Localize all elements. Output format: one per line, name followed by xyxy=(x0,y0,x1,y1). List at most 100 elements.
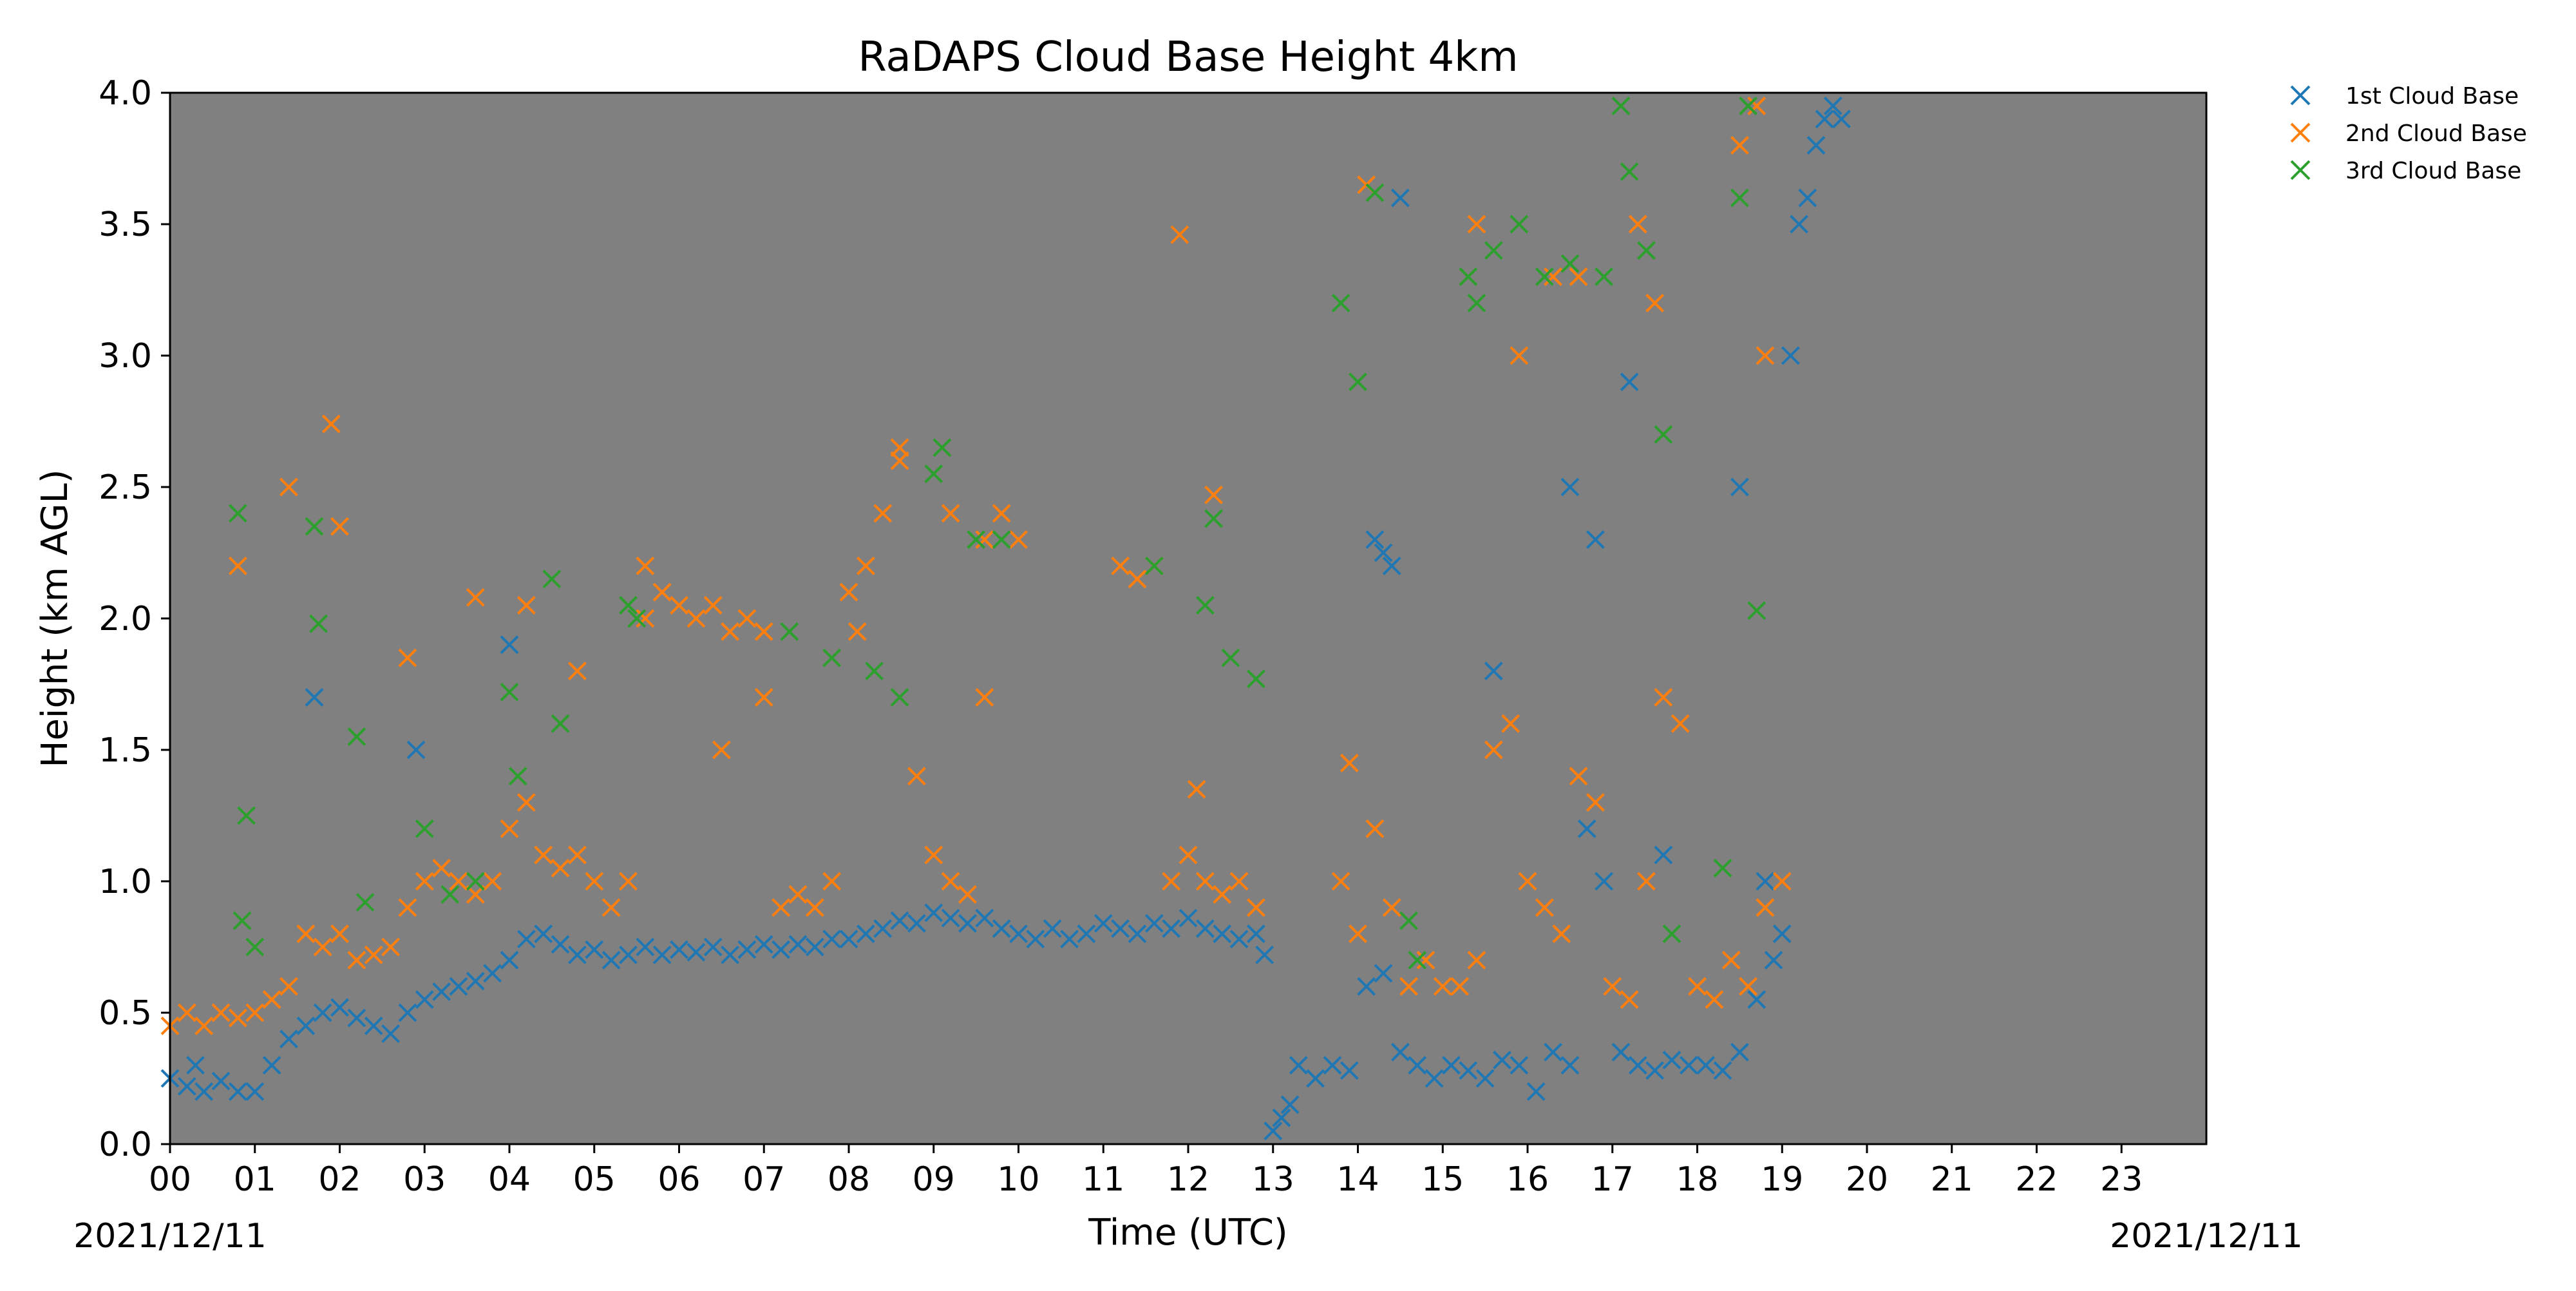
data-point xyxy=(958,885,977,904)
data-point xyxy=(1544,1042,1562,1062)
x-axis-ticks: 00 01 02 03 04 05 06 07 08 09 10 11 12 13 14 15 16 17 18 19… xyxy=(149,1144,2143,1199)
data-point xyxy=(1739,977,1757,996)
legend-marker xyxy=(2290,160,2311,180)
data-point xyxy=(406,740,426,760)
data-point xyxy=(1535,898,1554,917)
data-point xyxy=(1569,267,1588,287)
data-point xyxy=(228,556,247,575)
data-point xyxy=(1187,779,1206,799)
data-point xyxy=(933,438,952,457)
data-point xyxy=(347,1008,366,1028)
data-point xyxy=(1399,911,1418,930)
data-point xyxy=(567,945,587,964)
data-point xyxy=(721,945,739,964)
data-point xyxy=(1246,924,1265,944)
data-point xyxy=(1645,293,1665,312)
series-2 xyxy=(160,96,1792,1035)
data-point xyxy=(1221,648,1240,667)
data-point xyxy=(1009,530,1028,550)
data-point xyxy=(1365,183,1385,202)
x-tick-label: 06 xyxy=(658,1160,700,1199)
x-tick-label: 12 xyxy=(1167,1160,1209,1199)
x-tick-label: 05 xyxy=(573,1160,616,1199)
data-point xyxy=(1340,753,1359,772)
data-point xyxy=(1713,859,1732,878)
data-point xyxy=(636,937,655,957)
data-point xyxy=(466,872,485,891)
data-point xyxy=(567,662,587,681)
data-point xyxy=(1696,1056,1716,1075)
data-point xyxy=(1654,425,1673,444)
data-point xyxy=(1730,136,1749,155)
data-point xyxy=(1128,924,1147,944)
data-point xyxy=(1170,225,1189,244)
data-point xyxy=(364,945,383,964)
data-point xyxy=(890,687,909,707)
data-point xyxy=(1560,1056,1580,1075)
data-point xyxy=(754,687,773,707)
data-point xyxy=(321,414,341,434)
data-point xyxy=(619,945,638,964)
chart-title: RaDAPS Cloud Base Height 4km xyxy=(858,33,1518,81)
data-point xyxy=(1382,556,1401,575)
data-point xyxy=(279,977,298,996)
data-point xyxy=(780,622,799,641)
data-point xyxy=(1144,556,1164,575)
x-tick-label: 20 xyxy=(1846,1160,1888,1199)
data-point xyxy=(1213,885,1232,904)
data-point xyxy=(712,740,731,760)
data-point xyxy=(1399,977,1418,996)
data-point xyxy=(924,464,943,484)
y-tick-label: 2.5 xyxy=(99,468,152,507)
data-point xyxy=(992,530,1011,550)
data-point xyxy=(1229,930,1249,949)
data-point xyxy=(703,937,723,957)
x-tick-label: 23 xyxy=(2100,1160,2143,1199)
data-point xyxy=(1195,872,1215,891)
data-point xyxy=(228,504,247,523)
data-point xyxy=(398,898,417,917)
data-point xyxy=(228,1008,247,1028)
data-point xyxy=(1374,543,1393,562)
data-point xyxy=(1077,924,1096,944)
data-point xyxy=(1390,1042,1410,1062)
data-point xyxy=(516,930,536,949)
data-point xyxy=(1365,530,1385,550)
legend-marker xyxy=(2290,122,2311,143)
data-point xyxy=(415,990,434,1009)
x-tick-label: 17 xyxy=(1591,1160,1634,1199)
data-point xyxy=(551,714,570,733)
x-tick-label: 01 xyxy=(234,1160,276,1199)
data-point xyxy=(1382,898,1401,917)
data-point xyxy=(415,872,434,891)
data-point xyxy=(1713,1061,1732,1080)
data-point xyxy=(237,806,256,825)
y-tick-label: 1.5 xyxy=(99,731,152,770)
data-point xyxy=(177,1076,196,1096)
data-point xyxy=(500,635,519,655)
data-point xyxy=(211,1071,231,1091)
data-point xyxy=(398,1003,417,1022)
data-point xyxy=(1204,485,1223,504)
data-point xyxy=(1637,872,1656,891)
data-point xyxy=(619,596,638,615)
data-point xyxy=(1484,662,1503,681)
x-tick-label: 02 xyxy=(318,1160,361,1199)
data-point xyxy=(232,911,252,930)
data-point xyxy=(652,945,672,964)
y-tick-label: 1.0 xyxy=(99,863,152,901)
data-point xyxy=(1747,96,1766,115)
data-point xyxy=(313,1003,332,1022)
data-point xyxy=(1264,1122,1283,1141)
data-point xyxy=(890,438,909,457)
data-point xyxy=(1357,977,1376,996)
data-point xyxy=(1323,1056,1342,1075)
data-point xyxy=(279,477,298,497)
data-point xyxy=(355,893,375,912)
data-point xyxy=(381,937,400,957)
data-point xyxy=(551,935,570,954)
data-point xyxy=(670,596,688,615)
data-point xyxy=(890,911,909,930)
data-point xyxy=(1569,767,1588,786)
